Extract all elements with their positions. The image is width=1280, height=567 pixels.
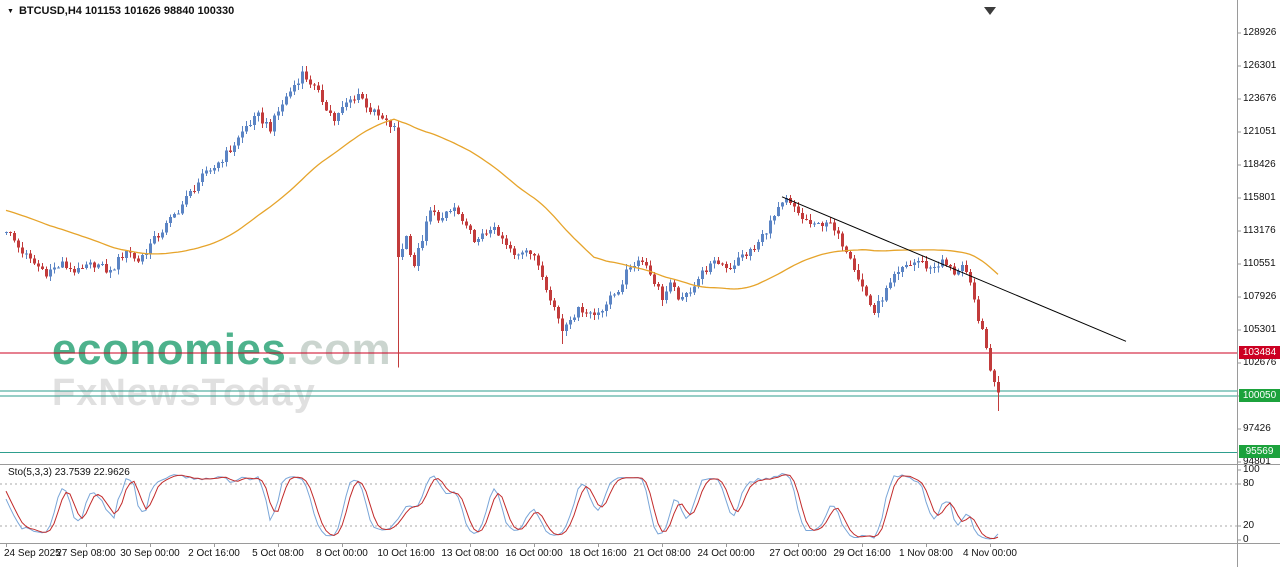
trendline[interactable] — [781, 196, 1127, 342]
watermark-brand-main: economies — [52, 325, 287, 374]
symbol-ohlc-text: BTCUSD,H4 101153 101626 98840 100330 — [18, 5, 235, 17]
moving-average-line — [5, 118, 999, 290]
watermark-brand: economies.com — [52, 328, 391, 372]
watermark: economies.com FxNewsToday — [52, 328, 391, 414]
indicator-label: Sto(5,3,3) 23.7539 22.9626 — [8, 467, 130, 478]
watermark-brand-suffix: .com — [286, 325, 392, 374]
watermark-subtitle: FxNewsToday — [52, 372, 316, 414]
chart-shift-marker — [984, 7, 996, 15]
stoch-main-line — [5, 472, 999, 540]
candles[interactable] — [5, 66, 1000, 412]
stoch-signal-line — [5, 474, 999, 540]
symbol-dropdown-icon[interactable]: ▼ — [7, 7, 14, 15]
symbol-info: ▼ BTCUSD,H4 101153 101626 98840 100330 — [7, 5, 234, 17]
